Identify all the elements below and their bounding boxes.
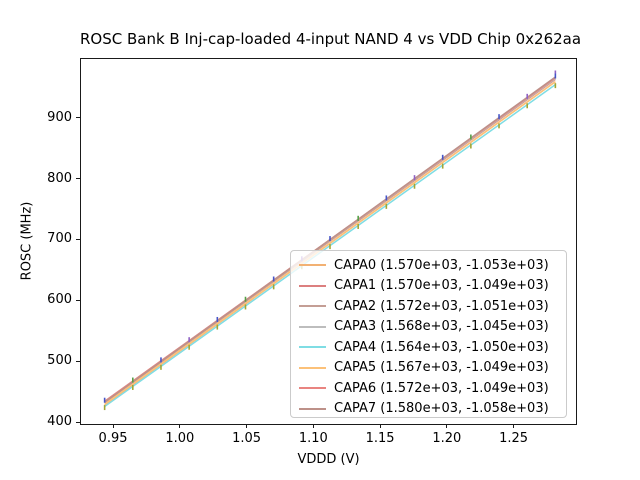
y-tick — [76, 238, 80, 240]
legend-label: CAPA1 (1.570e+03, -1.049e+03) — [334, 278, 549, 294]
legend-swatch — [299, 366, 326, 369]
x-tick — [179, 424, 181, 428]
legend-swatch — [299, 325, 326, 328]
x-tick-label: 1.10 — [298, 431, 328, 446]
legend: CAPA0 (1.570e+03, -1.053e+03) CAPA1 (1.57… — [290, 250, 567, 418]
y-tick-label: 400 — [47, 414, 72, 430]
legend-swatch — [299, 407, 326, 410]
legend-item: CAPA0 (1.570e+03, -1.053e+03) — [291, 255, 566, 276]
y-tick-label: 700 — [47, 231, 72, 247]
x-tick-label: 1.00 — [165, 431, 195, 446]
legend-item: CAPA7 (1.580e+03, -1.058e+03) — [291, 399, 566, 420]
y-tick-label: 800 — [47, 170, 72, 186]
x-tick — [379, 424, 381, 428]
legend-swatch — [299, 284, 326, 287]
legend-swatch — [299, 264, 326, 267]
x-tick-label: 1.20 — [432, 431, 462, 446]
x-tick — [312, 424, 314, 428]
legend-item: CAPA5 (1.567e+03, -1.049e+03) — [291, 358, 566, 379]
legend-item: CAPA4 (1.564e+03, -1.050e+03) — [291, 337, 566, 358]
legend-label: CAPA3 (1.568e+03, -1.045e+03) — [334, 319, 549, 335]
legend-item: CAPA1 (1.570e+03, -1.049e+03) — [291, 276, 566, 297]
legend-item: CAPA3 (1.568e+03, -1.045e+03) — [291, 317, 566, 338]
legend-label: CAPA4 (1.564e+03, -1.050e+03) — [334, 339, 549, 355]
y-tick — [76, 360, 80, 362]
y-tick — [76, 299, 80, 301]
y-tick — [76, 117, 80, 119]
legend-item: CAPA2 (1.572e+03, -1.051e+03) — [291, 296, 566, 317]
y-tick-label: 900 — [47, 109, 72, 125]
y-tick-label: 500 — [47, 353, 72, 369]
legend-label: CAPA5 (1.567e+03, -1.049e+03) — [334, 360, 549, 376]
legend-label: CAPA6 (1.572e+03, -1.049e+03) — [334, 380, 549, 396]
legend-swatch — [299, 346, 326, 349]
x-tick-label: 0.95 — [98, 431, 128, 446]
y-tick-label: 600 — [47, 292, 72, 308]
legend-label: CAPA7 (1.580e+03, -1.058e+03) — [334, 401, 549, 417]
y-tick — [76, 178, 80, 179]
legend-swatch — [299, 305, 326, 308]
y-axis-label: ROSC (MHz) — [19, 201, 35, 281]
legend-item: CAPA6 (1.572e+03, -1.049e+03) — [291, 378, 566, 399]
x-tick — [446, 424, 448, 428]
legend-label: CAPA0 (1.570e+03, -1.053e+03) — [334, 257, 549, 273]
x-tick — [246, 424, 248, 428]
x-tick-label: 1.05 — [232, 431, 262, 446]
chart-title: ROSC Bank B Inj-cap-loaded 4-input NAND … — [80, 30, 582, 48]
x-tick — [112, 424, 114, 428]
x-tick-label: 1.15 — [365, 431, 395, 446]
legend-swatch — [299, 387, 326, 390]
legend-label: CAPA2 (1.572e+03, -1.051e+03) — [334, 298, 549, 314]
x-tick — [513, 424, 515, 428]
y-tick — [76, 421, 80, 423]
x-tick-label: 1.25 — [499, 431, 529, 446]
x-axis-label: VDDD (V) — [297, 452, 360, 467]
